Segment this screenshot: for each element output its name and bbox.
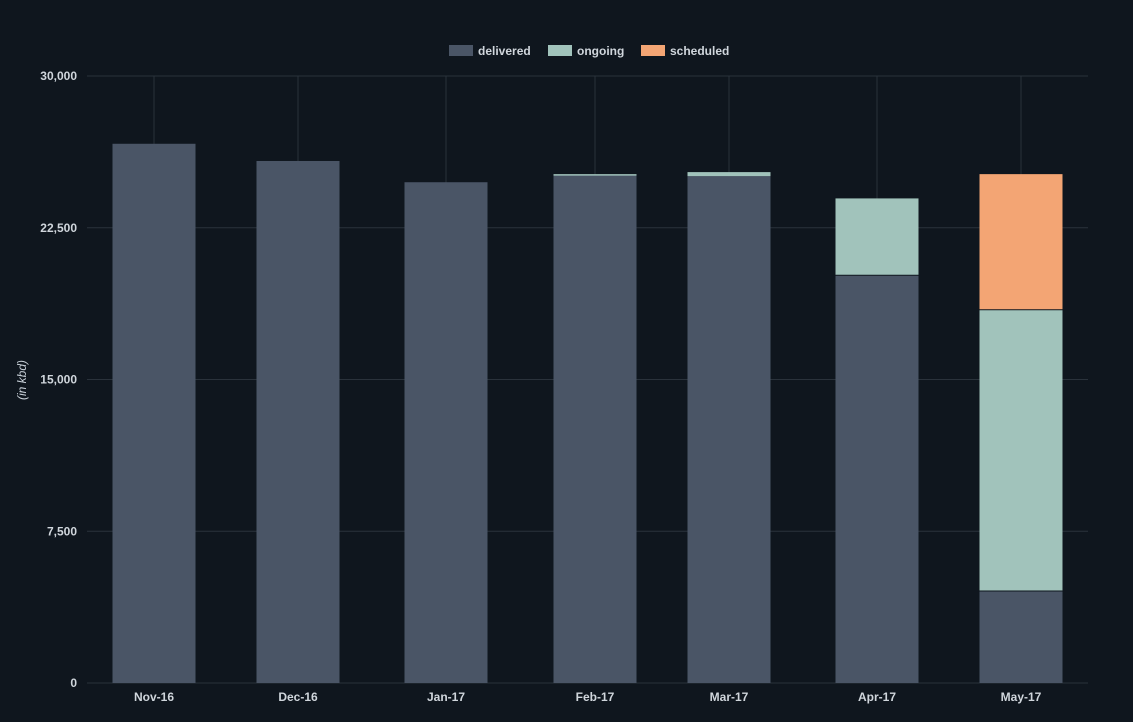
bar-segment-delivered[interactable]	[979, 590, 1063, 683]
x-tick-label: Apr-17	[858, 690, 896, 704]
bar-segment-delivered[interactable]	[553, 175, 637, 684]
x-tick-label: Feb-17	[576, 690, 615, 704]
bar-segment-ongoing[interactable]	[979, 309, 1063, 591]
y-tick-label: 7,500	[47, 524, 77, 538]
y-tick-label: 30,000	[40, 69, 77, 83]
bar-segment-delivered[interactable]	[687, 176, 771, 683]
legend: delivered ongoing scheduled	[449, 44, 729, 58]
x-tick-label: Nov-16	[134, 690, 174, 704]
legend-label-scheduled[interactable]: scheduled	[670, 44, 729, 58]
y-axis-title: (in kbd)	[15, 360, 29, 400]
y-tick-label: 15,000	[40, 373, 77, 387]
y-tick-label: 0	[70, 676, 77, 690]
legend-swatch-delivered[interactable]	[449, 45, 473, 56]
axis-layer: (in kbd) 0 7,500 15,000 22,500 30,000 Nov-16 D…	[15, 69, 1042, 704]
x-tick-label: Jan-17	[427, 690, 465, 704]
legend-swatch-scheduled[interactable]	[641, 45, 665, 56]
bar-segment-delivered[interactable]	[835, 275, 919, 683]
legend-label-ongoing[interactable]: ongoing	[577, 44, 624, 58]
bar-segment-ongoing[interactable]	[835, 198, 919, 276]
bar-segment-delivered[interactable]	[112, 143, 196, 683]
bar-segment-ongoing[interactable]	[553, 174, 637, 176]
x-tick-label: Mar-17	[710, 690, 749, 704]
bar-segment-ongoing[interactable]	[687, 172, 771, 177]
bar-segment-delivered[interactable]	[256, 160, 340, 684]
legend-label-delivered[interactable]: delivered	[478, 44, 531, 58]
legend-swatch-ongoing[interactable]	[548, 45, 572, 56]
x-tick-label: May-17	[1001, 690, 1042, 704]
y-tick-label: 22,500	[40, 221, 77, 235]
x-tick-label: Dec-16	[278, 690, 318, 704]
bars-layer	[112, 143, 1063, 684]
bar-segment-delivered[interactable]	[404, 182, 488, 683]
bar-segment-scheduled[interactable]	[979, 174, 1063, 310]
